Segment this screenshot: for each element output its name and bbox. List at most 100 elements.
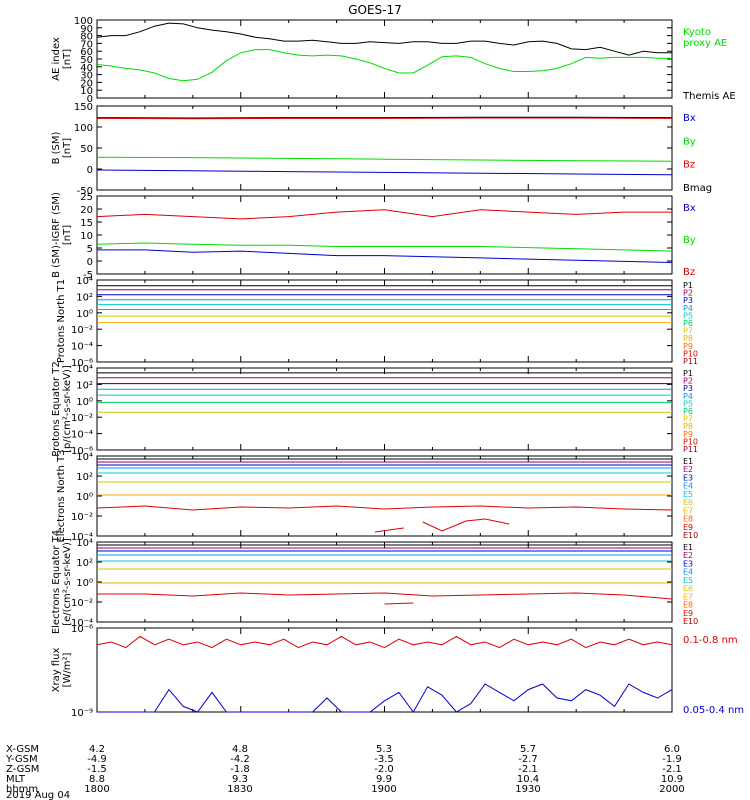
legend-entry: P4 [683,392,693,401]
y-axis-label: Protons Equator T2[p/(cm²-s-sr-keV)] [51,361,73,457]
y-tick-label: 10⁻² [71,325,93,336]
series-line [97,683,673,713]
y-tick-label: 25 [80,192,93,203]
footer-value: 10.9 [661,774,683,785]
legend-entry: Bx [683,203,696,214]
legend-entry: P7 [683,327,693,336]
legend-entry: P9 [683,430,693,439]
y-tick-label: 10⁰ [76,492,93,503]
plot-frame [96,195,673,275]
series-line [374,527,404,533]
footer-row-label: Z-GSM [6,764,39,775]
y-tick-label: 10⁴ [76,452,93,463]
legend-entry: E5 [683,576,693,585]
legend-entry: P3 [683,384,693,393]
y-axis-label: B (SM)[nT] [51,131,73,164]
legend-entry: P6 [683,407,693,416]
y-tick-label: 10⁻² [71,512,93,523]
footer-value: -3.5 [374,754,394,765]
footer-value: 1930 [515,784,540,795]
footer-value: -2.0 [374,764,394,775]
y-tick-label: -50 [77,186,93,197]
y-tick-label: 50 [80,55,93,66]
series-line [96,117,673,120]
y-tick-label: 10⁻⁴ [71,532,93,543]
series-line [96,156,673,162]
legend-entry: Bz [683,160,695,171]
footer-value: -2.7 [518,754,538,765]
series-line [384,602,414,605]
legend-entry: E6 [683,584,693,593]
y-tick-label: 0 [87,94,93,105]
y-axis-label: Electrons Equator T4[e/(cm²-s-sr-keV)] [51,530,73,634]
legend-entry: E1 [683,543,693,552]
plot-frame [96,627,673,713]
legend-entry: E10 [683,617,698,626]
y-tick-label: 40 [80,63,93,74]
legend-entry: P5 [683,399,693,408]
y-axis-label: B (SM)-IGRF (SM)[nT] [51,192,73,278]
legend-entry: P3 [683,296,693,305]
legend-entry: P4 [683,304,693,313]
legend-entry: E3 [683,559,693,568]
y-tick-label: 60 [80,47,93,58]
legend-entry: P10 [683,349,698,358]
y-axis-label: AE index[nT] [51,37,73,81]
footer-value: 4.8 [232,744,248,755]
y-tick-label: 0 [87,257,93,268]
series-line [96,169,673,176]
legend-entry: P1 [683,281,693,290]
footer-value: 9.3 [232,774,248,785]
plot-frame [96,19,673,99]
footer-value: -1.9 [662,754,682,765]
y-tick-label: 5 [87,244,93,255]
footer-value: -1.8 [230,764,250,775]
y-tick-label: 10⁻² [71,598,93,609]
legend-entry: 0.1-0.8 nm [683,635,738,646]
y-axis-label: Xray flux[W/m²] [51,648,73,693]
series-line [96,116,673,119]
panel-2: -50 0 50 100 150 B (SM)[nT] Bx By Bz Bmag [51,102,712,197]
y-tick-label: 90 [80,24,93,35]
legend-entry: P8 [683,422,693,431]
footer-value: 5.7 [520,744,536,755]
y-tick-label: 10 [80,86,93,97]
series-line [96,242,673,252]
footer-value: -2.1 [518,764,538,775]
footer-value: -4.2 [230,754,250,765]
y-tick-label: 100 [74,123,93,134]
series-line [484,518,510,525]
plot-frame [96,541,673,623]
y-tick-label: -5 [83,270,93,281]
figure-title: GOES-17 [348,3,402,17]
legend-entry: E7 [683,592,693,601]
y-tick-label: 10⁰ [76,397,93,408]
legend-entry: E4 [683,482,693,491]
legend-entry: E4 [683,568,693,577]
footer-date: 2019 Aug 04 [6,790,70,800]
y-tick-label: 10⁻⁶ [71,624,93,635]
footer-row-label: Y-GSM [5,754,38,765]
legend-entry: By [683,136,696,147]
y-tick-label: 20 [80,78,93,89]
legend-entry: E2 [683,465,693,474]
footer-value: 9.9 [376,774,392,785]
y-tick-label: 10⁻⁶ [71,358,93,369]
y-tick-label: 10 [80,231,93,242]
legend-entry: E8 [683,601,693,610]
series-line [422,518,486,532]
legend-entry: By [683,235,696,246]
legend-entry: P11 [683,357,698,366]
legend-entry: E5 [683,490,693,499]
legend-entry: Bx [683,113,696,124]
legend-entry: Bmag [683,183,712,194]
y-tick-label: 20 [80,205,93,216]
series-line [96,209,672,220]
footer-value: 10.4 [517,774,539,785]
legend-entry: P2 [683,289,693,298]
footer-value: 2000 [659,784,684,795]
legend-entry: E3 [683,473,693,482]
legend-entry: P7 [683,415,693,424]
